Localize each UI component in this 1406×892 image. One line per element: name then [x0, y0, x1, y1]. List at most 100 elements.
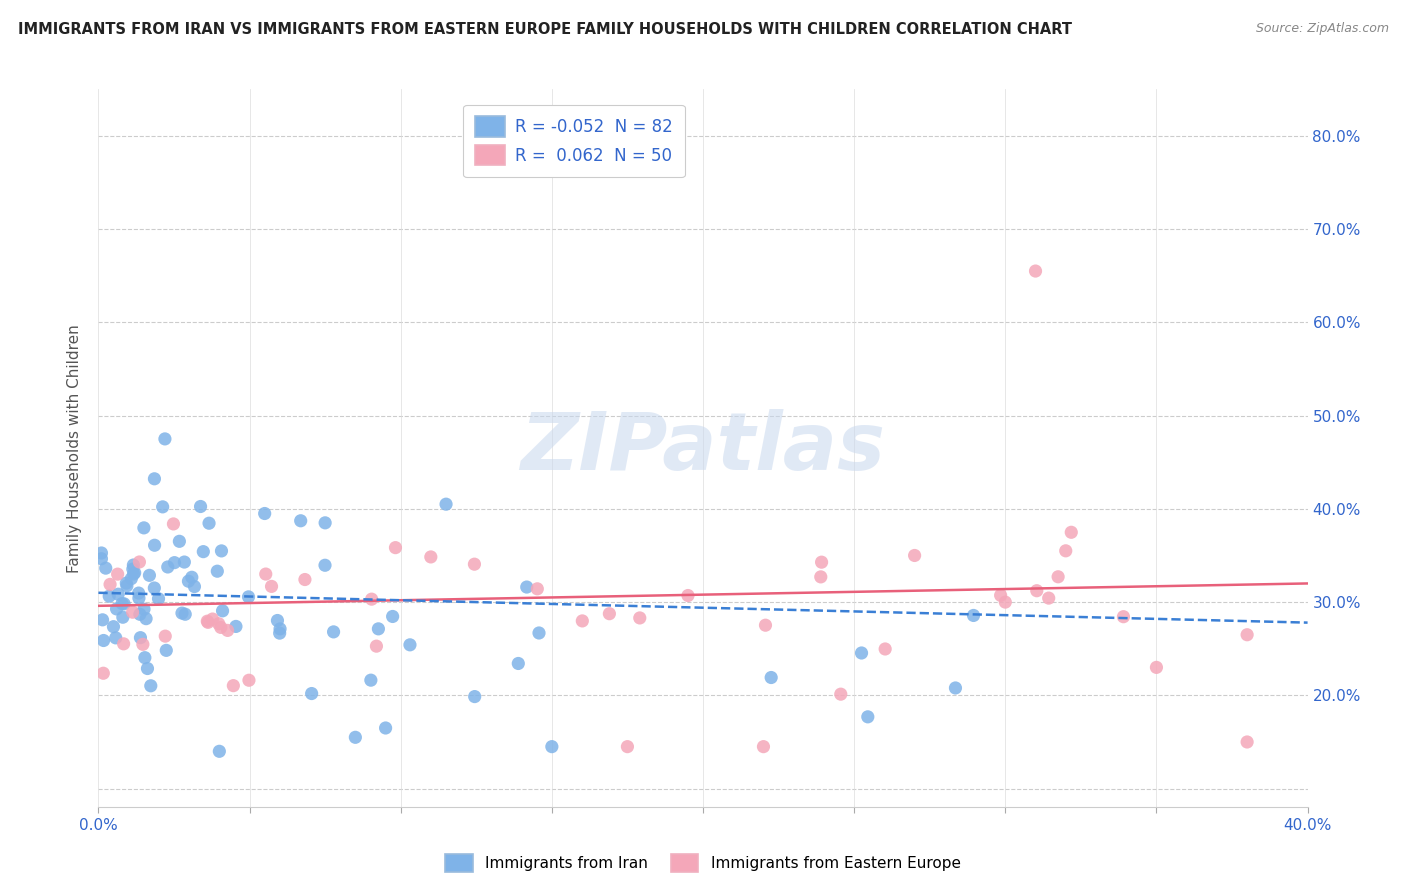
Point: [193, 544, 215, 558]
Point: [360, 673, 382, 688]
Point: [143, 538, 166, 552]
Point: [139, 679, 162, 693]
Point: [195, 614, 218, 628]
Point: [516, 580, 538, 594]
Y-axis label: Family Households with Children: Family Households with Children: [67, 324, 83, 573]
Point: [381, 609, 404, 624]
Point: [104, 631, 127, 645]
Point: [103, 620, 125, 634]
Point: [571, 614, 593, 628]
Point: [174, 607, 197, 622]
Point: [93, 633, 115, 648]
Point: [94, 561, 117, 575]
Point: [152, 500, 174, 514]
Point: [464, 690, 486, 704]
Point: [598, 607, 620, 621]
Point: [851, 646, 873, 660]
Point: [269, 626, 291, 640]
Point: [211, 604, 233, 618]
Point: [155, 629, 177, 643]
Point: [115, 576, 138, 591]
Point: [962, 608, 984, 623]
Point: [122, 566, 145, 581]
Point: [143, 472, 166, 486]
Point: [1025, 583, 1047, 598]
Point: [129, 631, 152, 645]
Point: [90, 546, 112, 560]
Point: [990, 588, 1012, 602]
Point: [399, 638, 422, 652]
Point: [759, 671, 782, 685]
Point: [112, 597, 135, 611]
Point: [754, 618, 776, 632]
Point: [945, 681, 967, 695]
Point: [198, 516, 221, 531]
Point: [112, 637, 135, 651]
Point: [211, 544, 233, 558]
Point: [616, 739, 638, 754]
Point: [128, 591, 150, 606]
Point: [132, 602, 155, 616]
Point: [463, 557, 485, 571]
Point: [508, 657, 530, 671]
Point: [344, 731, 367, 745]
Point: [676, 589, 699, 603]
Point: [1038, 591, 1060, 606]
Point: [148, 591, 170, 606]
Point: [111, 610, 134, 624]
Point: [107, 587, 129, 601]
Point: [527, 626, 550, 640]
Point: [628, 611, 651, 625]
Point: [128, 555, 150, 569]
Text: ZIPatlas: ZIPatlas: [520, 409, 886, 487]
Point: [122, 558, 145, 572]
Point: [153, 432, 176, 446]
Point: [128, 607, 150, 622]
Point: [294, 573, 316, 587]
Point: [269, 622, 291, 636]
Point: [190, 500, 212, 514]
Point: [183, 580, 205, 594]
Text: IMMIGRANTS FROM IRAN VS IMMIGRANTS FROM EASTERN EUROPE FAMILY HOUSEHOLDS WITH CH: IMMIGRANTS FROM IRAN VS IMMIGRANTS FROM …: [18, 22, 1073, 37]
Point: [314, 558, 336, 573]
Point: [143, 581, 166, 595]
Point: [1236, 628, 1258, 642]
Point: [170, 606, 193, 620]
Point: [208, 616, 231, 631]
Legend: R = -0.052  N = 82, R =  0.062  N = 50: R = -0.052 N = 82, R = 0.062 N = 50: [464, 104, 685, 177]
Point: [384, 541, 406, 555]
Point: [207, 564, 229, 578]
Point: [90, 551, 112, 566]
Point: [366, 639, 388, 653]
Point: [121, 605, 143, 619]
Point: [875, 642, 897, 657]
Point: [138, 568, 160, 582]
Point: [209, 620, 232, 634]
Point: [322, 624, 344, 639]
Point: [904, 549, 927, 563]
Point: [217, 624, 239, 638]
Point: [419, 549, 441, 564]
Point: [830, 687, 852, 701]
Point: [238, 673, 260, 688]
Point: [201, 612, 224, 626]
Point: [856, 710, 879, 724]
Point: [124, 566, 146, 580]
Point: [120, 572, 142, 586]
Point: [173, 555, 195, 569]
Point: [374, 721, 396, 735]
Point: [266, 614, 288, 628]
Point: [98, 589, 121, 603]
Point: [540, 739, 562, 754]
Point: [1236, 735, 1258, 749]
Point: [1112, 609, 1135, 624]
Point: [434, 497, 457, 511]
Point: [314, 516, 336, 530]
Point: [752, 739, 775, 754]
Point: [128, 586, 150, 600]
Point: [132, 637, 155, 651]
Point: [225, 619, 247, 633]
Point: [222, 679, 245, 693]
Point: [134, 650, 156, 665]
Point: [238, 590, 260, 604]
